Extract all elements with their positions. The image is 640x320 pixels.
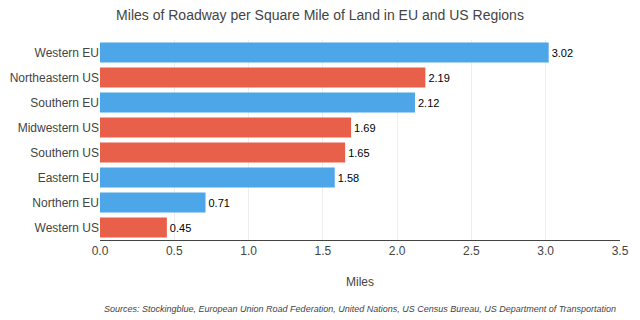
svg-text:3.5: 3.5 — [612, 244, 629, 258]
svg-text:3.0: 3.0 — [537, 244, 554, 258]
svg-text:2.5: 2.5 — [463, 244, 480, 258]
svg-text:0.0: 0.0 — [92, 244, 109, 258]
svg-text:0.45: 0.45 — [170, 222, 191, 234]
svg-text:2.19: 2.19 — [428, 72, 449, 84]
svg-text:Western EU: Western EU — [35, 46, 99, 60]
svg-text:Northeastern US: Northeastern US — [10, 71, 99, 85]
svg-text:3.02: 3.02 — [552, 47, 573, 59]
svg-text:Miles of Roadway per Square Mi: Miles of Roadway per Square Mile of Land… — [116, 7, 524, 23]
svg-text:Miles: Miles — [346, 275, 374, 289]
svg-text:Southern EU: Southern EU — [30, 96, 99, 110]
svg-text:1.69: 1.69 — [354, 122, 375, 134]
svg-text:0.71: 0.71 — [208, 197, 229, 209]
svg-text:1.65: 1.65 — [348, 147, 369, 159]
svg-text:Western US: Western US — [35, 221, 99, 235]
svg-text:1.58: 1.58 — [338, 172, 359, 184]
svg-text:Northern EU: Northern EU — [32, 196, 99, 210]
svg-text:0.5: 0.5 — [166, 244, 183, 258]
svg-text:2.12: 2.12 — [418, 97, 439, 109]
svg-text:2.0: 2.0 — [389, 244, 406, 258]
svg-text:1.0: 1.0 — [240, 244, 257, 258]
svg-text:Southern US: Southern US — [30, 146, 99, 160]
svg-text:1.5: 1.5 — [315, 244, 332, 258]
svg-text:Eastern EU: Eastern EU — [38, 171, 99, 185]
svg-text:Midwestern US: Midwestern US — [18, 121, 99, 135]
svg-text:Sources: Stockingblue, Europea: Sources: Stockingblue, European Union Ro… — [104, 304, 616, 314]
